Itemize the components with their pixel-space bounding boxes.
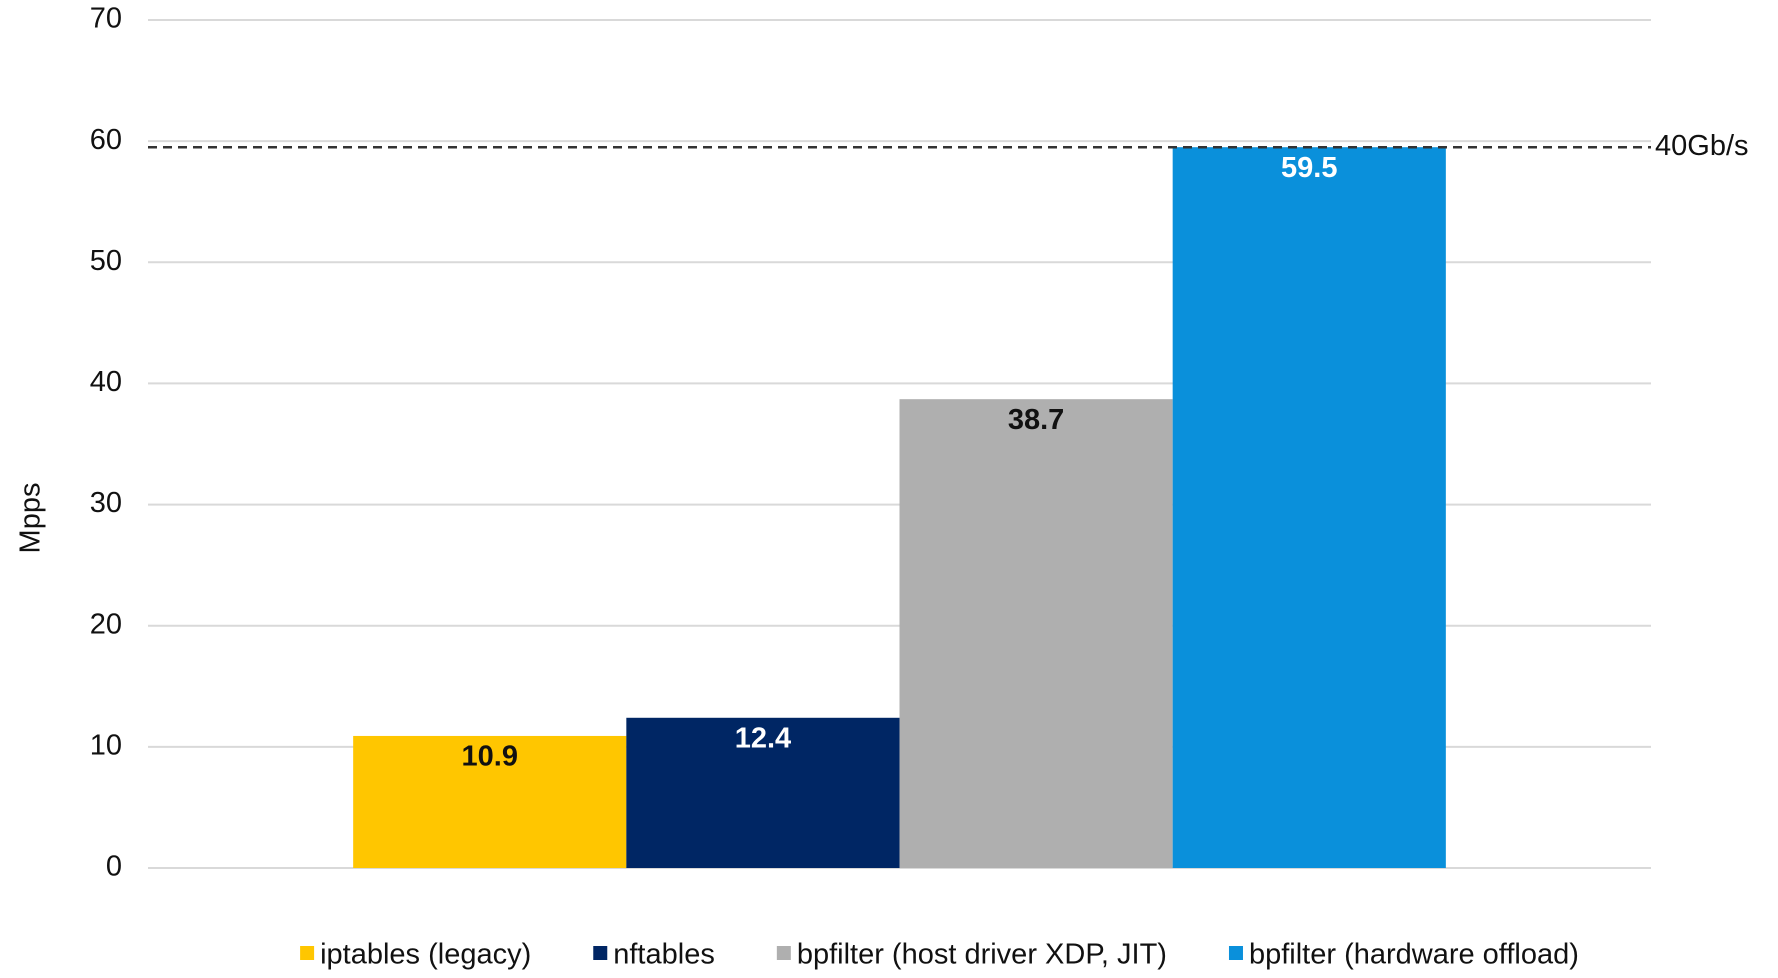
data-label: 59.5 bbox=[1281, 152, 1337, 184]
legend-label: bpfilter (hardware offload) bbox=[1249, 939, 1579, 971]
reference-label: 40Gb/s bbox=[1655, 130, 1749, 162]
y-axis-label: Mpps bbox=[15, 483, 47, 554]
data-label: 38.7 bbox=[1008, 404, 1064, 436]
legend-swatch bbox=[300, 946, 315, 960]
bar bbox=[353, 735, 627, 868]
legend-swatch bbox=[1228, 946, 1243, 960]
data-label: 12.4 bbox=[735, 722, 791, 754]
legend-swatch bbox=[776, 946, 791, 960]
legend-label: bpfilter (host driver XDP, JIT) bbox=[797, 939, 1167, 971]
bar bbox=[626, 717, 900, 868]
y-tick-label: 0 bbox=[106, 851, 122, 883]
y-tick-label: 10 bbox=[90, 730, 122, 762]
y-tick-label: 50 bbox=[90, 245, 122, 277]
bar bbox=[899, 399, 1173, 868]
y-tick-label: 30 bbox=[90, 487, 122, 519]
y-tick-label: 70 bbox=[90, 3, 122, 35]
y-tick-label: 40 bbox=[90, 366, 122, 398]
y-tick-label: 60 bbox=[90, 124, 122, 156]
legend-label: iptables (legacy) bbox=[320, 939, 531, 971]
y-tick-label: 20 bbox=[90, 608, 122, 640]
bar bbox=[1172, 147, 1446, 868]
data-label: 10.9 bbox=[462, 741, 518, 773]
legend-label: nftables bbox=[613, 939, 715, 971]
legend-swatch bbox=[593, 946, 608, 960]
